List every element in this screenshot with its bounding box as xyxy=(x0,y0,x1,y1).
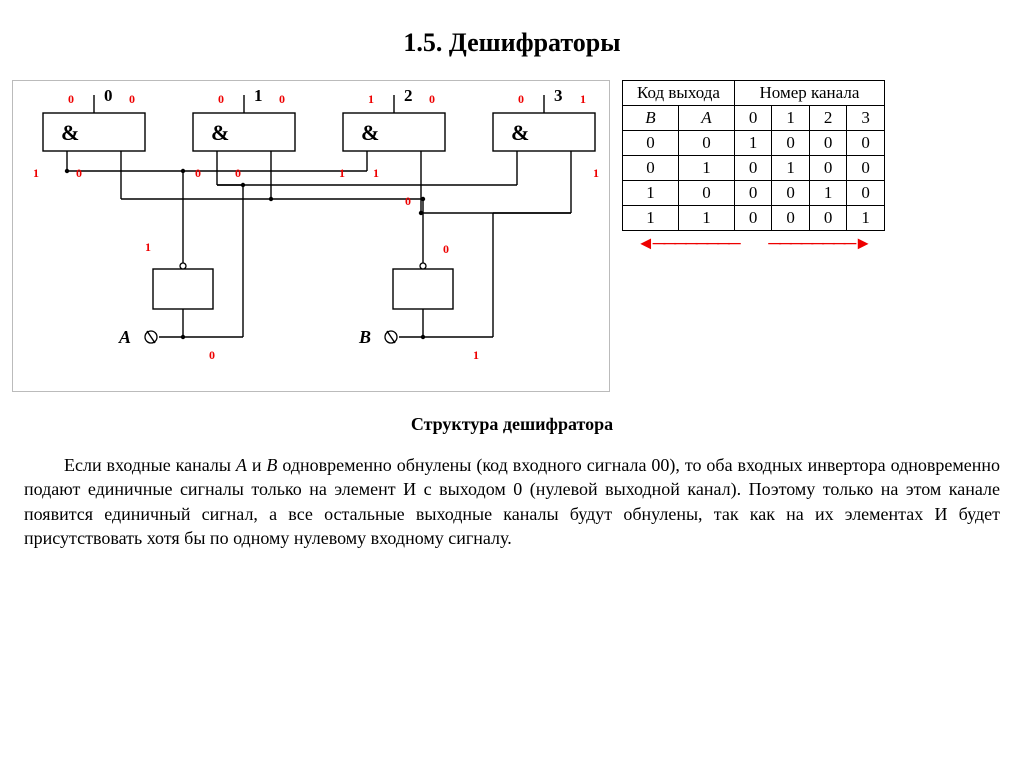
th-A: A xyxy=(678,106,734,131)
table-cell: 1 xyxy=(623,181,679,206)
table-cell: 1 xyxy=(678,156,734,181)
table-cell: 0 xyxy=(772,131,810,156)
table-row: 001000 xyxy=(623,131,885,156)
table-cell: 0 xyxy=(678,181,734,206)
table-cell: 0 xyxy=(734,156,772,181)
svg-text:0: 0 xyxy=(235,166,241,180)
truth-table: Код выхода Номер канала B A 0 1 2 3 0010… xyxy=(622,80,885,231)
svg-text:0: 0 xyxy=(518,92,524,106)
svg-text:1: 1 xyxy=(580,92,586,106)
table-cell: 1 xyxy=(734,131,772,156)
svg-text:&: & xyxy=(211,120,229,145)
table-row: 100010 xyxy=(623,181,885,206)
table-cell: 1 xyxy=(772,156,810,181)
th-channel: Номер канала xyxy=(734,81,884,106)
th-2: 2 xyxy=(809,106,847,131)
svg-text:&: & xyxy=(61,120,79,145)
table-row: 010100 xyxy=(623,156,885,181)
svg-text:&: & xyxy=(511,120,529,145)
arrow-right-icon: ────────► xyxy=(768,233,870,254)
table-cell: 1 xyxy=(623,206,679,231)
decoder-diagram: 0 & 1 & 2 & 3 & 0 0 0 0 1 0 0 1 A B 1 0 0 0 1 1 1 1 0 0 0 1 xyxy=(12,80,610,392)
table-cell: 1 xyxy=(678,206,734,231)
svg-text:3: 3 xyxy=(554,86,563,105)
table-arrows: ◄──────── ────────► xyxy=(622,233,885,254)
page-title: 1.5. Дешифраторы xyxy=(0,28,1024,58)
svg-text:0: 0 xyxy=(218,92,224,106)
table-cell: 0 xyxy=(847,181,885,206)
svg-text:0: 0 xyxy=(104,86,113,105)
diagram-caption: Структура дешифратора xyxy=(0,414,1024,435)
th-1: 1 xyxy=(772,106,810,131)
svg-text:0: 0 xyxy=(195,166,201,180)
svg-text:0: 0 xyxy=(68,92,74,106)
svg-text:0: 0 xyxy=(429,92,435,106)
svg-text:1: 1 xyxy=(254,86,263,105)
svg-text:0: 0 xyxy=(129,92,135,106)
para-t1: Если входные каналы xyxy=(64,455,236,475)
svg-text:0: 0 xyxy=(76,166,82,180)
table-cell: 0 xyxy=(809,206,847,231)
svg-text:B: B xyxy=(358,327,371,347)
svg-text:0: 0 xyxy=(209,348,215,362)
svg-text:1: 1 xyxy=(368,92,374,106)
svg-text:A: A xyxy=(118,327,131,347)
th-B: B xyxy=(623,106,679,131)
svg-text:1: 1 xyxy=(339,166,345,180)
table-cell: 1 xyxy=(847,206,885,231)
table-cell: 0 xyxy=(623,131,679,156)
svg-text:1: 1 xyxy=(33,166,39,180)
para-A: A xyxy=(236,455,247,475)
svg-text:1: 1 xyxy=(593,166,599,180)
table-cell: 0 xyxy=(809,156,847,181)
th-code: Код выхода xyxy=(623,81,735,106)
svg-text:&: & xyxy=(361,120,379,145)
table-cell: 0 xyxy=(772,206,810,231)
body-paragraph: Если входные каналы A и B одновременно о… xyxy=(0,453,1024,570)
table-cell: 0 xyxy=(734,206,772,231)
svg-text:1: 1 xyxy=(373,166,379,180)
table-row: 110001 xyxy=(623,206,885,231)
para-t2: и xyxy=(247,455,267,475)
para-B: B xyxy=(266,455,277,475)
th-0: 0 xyxy=(734,106,772,131)
table-cell: 0 xyxy=(772,181,810,206)
svg-text:2: 2 xyxy=(404,86,413,105)
truth-table-block: Код выхода Номер канала B A 0 1 2 3 0010… xyxy=(622,80,885,254)
svg-text:0: 0 xyxy=(279,92,285,106)
svg-text:0: 0 xyxy=(405,194,411,208)
table-cell: 0 xyxy=(734,181,772,206)
svg-text:0: 0 xyxy=(443,242,449,256)
th-3: 3 xyxy=(847,106,885,131)
table-cell: 0 xyxy=(847,156,885,181)
table-cell: 0 xyxy=(623,156,679,181)
table-cell: 0 xyxy=(847,131,885,156)
svg-text:1: 1 xyxy=(473,348,479,362)
table-cell: 0 xyxy=(809,131,847,156)
table-cell: 0 xyxy=(678,131,734,156)
table-cell: 1 xyxy=(809,181,847,206)
arrow-left-icon: ◄──────── xyxy=(637,233,739,254)
svg-text:1: 1 xyxy=(145,240,151,254)
